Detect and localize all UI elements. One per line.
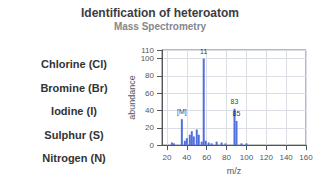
- svg-text:11: 11: [200, 48, 207, 55]
- svg-text:120: 120: [260, 153, 274, 162]
- svg-text:Chlorine (Cl): Chlorine (Cl): [41, 58, 107, 70]
- svg-text:20: 20: [163, 153, 172, 162]
- svg-text:83: 83: [231, 98, 239, 105]
- svg-text:Mass Spectrometry: Mass Spectrometry: [114, 21, 207, 32]
- svg-text:abundance: abundance: [127, 75, 137, 120]
- svg-text:100: 100: [240, 153, 254, 162]
- svg-text:100: 100: [141, 54, 155, 63]
- svg-text:40: 40: [182, 153, 191, 162]
- svg-text:Sulphur (S): Sulphur (S): [44, 129, 104, 141]
- svg-text:60: 60: [145, 89, 154, 98]
- svg-text:40: 40: [145, 106, 154, 115]
- svg-text:110: 110: [141, 46, 154, 55]
- svg-text:85: 85: [233, 110, 241, 117]
- svg-text:160: 160: [299, 153, 313, 162]
- svg-text:140: 140: [279, 153, 293, 162]
- svg-text:80: 80: [145, 71, 154, 80]
- svg-text:Bromine (Br): Bromine (Br): [40, 82, 108, 94]
- svg-text:Identification of heteroatom: Identification of heteroatom: [81, 6, 239, 20]
- svg-text:0: 0: [150, 141, 155, 150]
- svg-text:Nitrogen (N): Nitrogen (N): [42, 152, 106, 164]
- svg-text:80: 80: [222, 153, 231, 162]
- svg-text:20: 20: [145, 123, 154, 132]
- svg-text:60: 60: [202, 153, 211, 162]
- svg-text:Iodine (I): Iodine (I): [51, 105, 97, 117]
- svg-text:m/z: m/z: [227, 166, 242, 176]
- svg-text:[M]: [M]: [177, 108, 187, 116]
